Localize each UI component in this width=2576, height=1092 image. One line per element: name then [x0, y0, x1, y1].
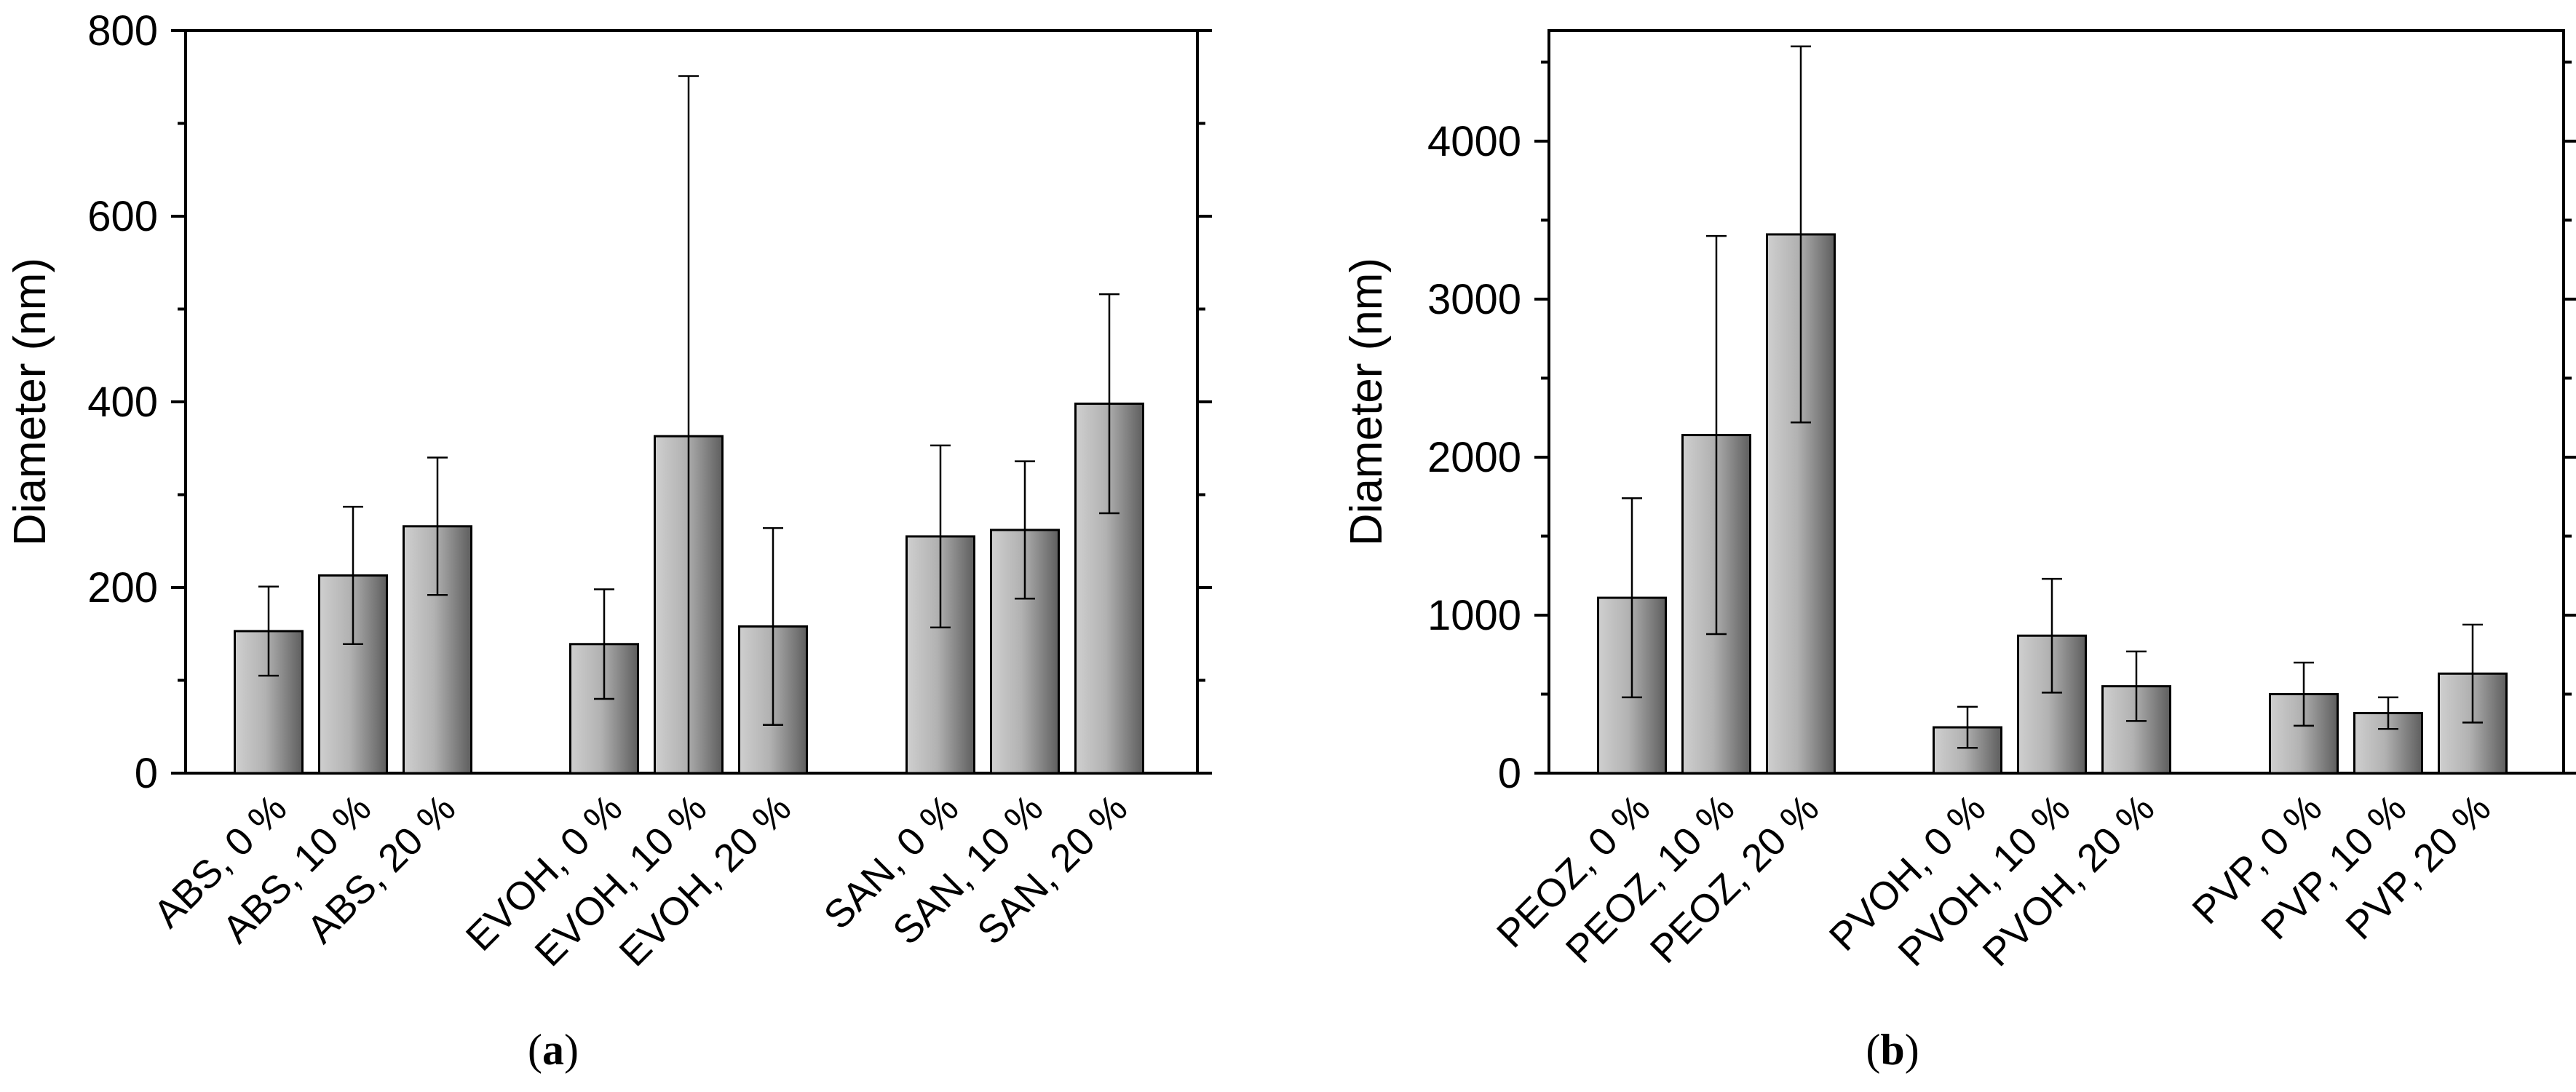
panel-label-letter: b — [1880, 1026, 1904, 1074]
panel-label-paren: ( — [1866, 1026, 1880, 1074]
y-tick-label: 4000 — [1427, 118, 1521, 165]
y-axis-label: Diameter (nm) — [1341, 258, 1392, 546]
y-tick-label: 600 — [87, 193, 158, 240]
panel-label-letter: a — [542, 1026, 564, 1074]
panel-label-paren: ( — [528, 1026, 542, 1074]
y-tick-label: 1000 — [1427, 592, 1521, 639]
y-tick-label: 800 — [87, 7, 158, 55]
y-tick-label: 400 — [87, 379, 158, 426]
y-tick-label: 2000 — [1427, 434, 1521, 481]
y-tick-label: 200 — [87, 564, 158, 612]
y-axis-label: Diameter (nm) — [5, 258, 55, 546]
y-tick-label: 0 — [135, 750, 158, 797]
panel-label: (b) — [1866, 1026, 1919, 1074]
panel-label-paren: ) — [564, 1026, 579, 1074]
panel-label: (a) — [528, 1026, 579, 1074]
panel-label-paren: ) — [1905, 1026, 1919, 1074]
y-tick-label: 0 — [1498, 750, 1521, 797]
y-tick-label: 3000 — [1427, 276, 1521, 323]
